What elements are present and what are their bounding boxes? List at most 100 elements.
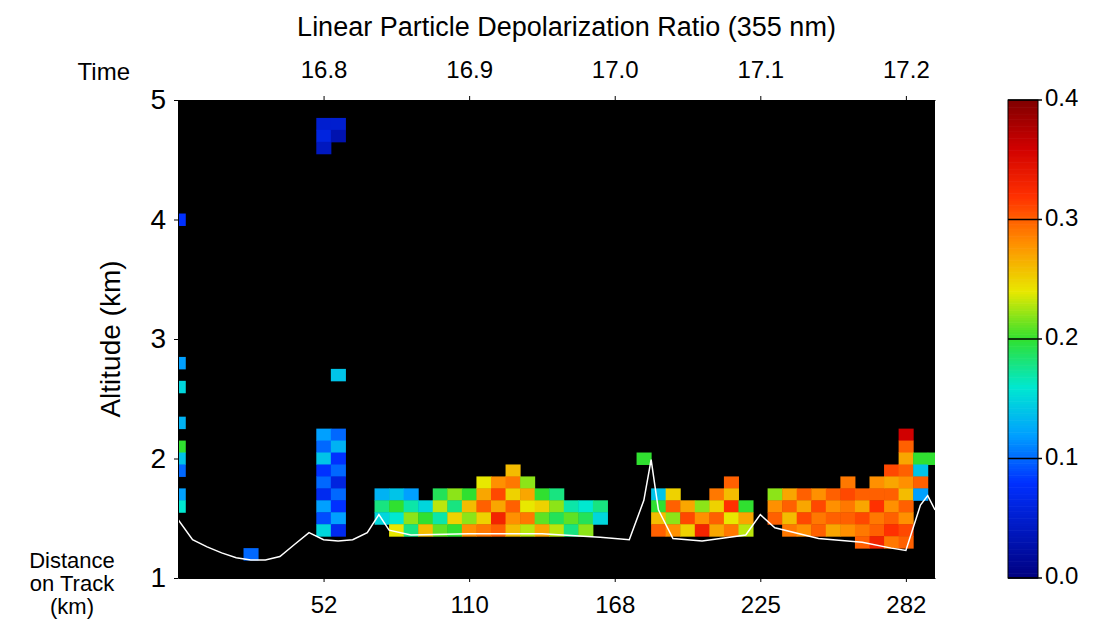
cell [855, 524, 870, 536]
cell [506, 476, 521, 488]
axis-line [179, 578, 936, 579]
cell [462, 500, 477, 512]
cell [899, 476, 914, 488]
cell [506, 464, 521, 476]
cell [782, 488, 797, 500]
title: Linear Particle Depolarization Ratio (35… [297, 12, 836, 42]
cell [811, 524, 826, 536]
cell [316, 453, 331, 465]
colorbar-tick [1008, 338, 1042, 340]
tick-label: 5 [150, 84, 166, 115]
cell [855, 512, 870, 524]
cell [768, 500, 783, 512]
cell [884, 512, 899, 524]
cell [178, 464, 186, 476]
colorbar-label: 0.0 [1045, 562, 1078, 589]
cell [724, 476, 739, 488]
tick-mark [174, 100, 178, 101]
cell [709, 500, 724, 512]
cell [506, 512, 521, 524]
cell [884, 524, 899, 536]
cell [520, 488, 535, 500]
cell [178, 417, 186, 429]
cell [476, 524, 491, 536]
tick-label: 17.0 [592, 56, 639, 83]
cell [520, 500, 535, 512]
colorbar-label: 0.3 [1045, 204, 1078, 231]
cell [520, 512, 535, 524]
cell [782, 500, 797, 512]
x-axis-title: Time [78, 58, 130, 85]
cell [666, 512, 681, 524]
cell [316, 142, 331, 154]
cell [840, 488, 855, 500]
cell [389, 500, 404, 512]
cell [913, 476, 928, 488]
x-axis-top: 16.816.917.017.117.2 [179, 56, 936, 101]
cell [797, 512, 812, 524]
cell [666, 500, 681, 512]
cell [724, 488, 739, 500]
axis-line [179, 100, 936, 101]
colorbar-label: 0.4 [1045, 84, 1078, 111]
cell [316, 441, 331, 453]
cell [476, 512, 491, 524]
cell [738, 500, 753, 512]
cell [593, 512, 608, 524]
cell [899, 441, 914, 453]
tick: 110 [451, 578, 489, 618]
x2-axis-title: Distanceon Track(km) [29, 548, 115, 619]
cell [404, 500, 419, 512]
cell [884, 488, 899, 500]
colorbar-label: 0.1 [1045, 443, 1078, 470]
cell [797, 488, 812, 500]
tick-label: 1 [150, 562, 166, 593]
cell [535, 512, 550, 524]
cell [680, 500, 695, 512]
cell [884, 476, 899, 488]
colorbar-frame [1008, 100, 1038, 578]
colorbar-tick [1008, 219, 1042, 221]
cell [564, 512, 579, 524]
cell [666, 524, 681, 536]
tick-label: 282 [886, 591, 926, 618]
chart: 16.816.917.017.117.25211016822528212345L… [0, 0, 1102, 634]
cell [331, 500, 346, 512]
cell [695, 500, 710, 512]
tick-label: 168 [595, 591, 635, 618]
tick-label: 52 [311, 591, 338, 618]
tick: 225 [741, 578, 781, 618]
tick-label: 17.2 [883, 56, 930, 83]
tick: 3 [150, 323, 178, 354]
cell [375, 500, 390, 512]
cell [840, 476, 855, 488]
cell [331, 524, 346, 536]
cell [709, 488, 724, 500]
cell [680, 512, 695, 524]
cell [433, 488, 448, 500]
cell [578, 524, 593, 536]
colorbar-tick [1008, 458, 1042, 460]
cell [637, 453, 652, 465]
cell [331, 441, 346, 453]
cell [826, 488, 841, 500]
cell [178, 488, 186, 500]
cell [375, 488, 390, 500]
cell [316, 524, 331, 536]
tick-label: 16.9 [446, 56, 493, 83]
tick: 16.9 [446, 56, 493, 100]
y-axis-title: Altitude (km) [95, 260, 126, 417]
cell [855, 488, 870, 500]
cell [709, 524, 724, 536]
cell [666, 488, 681, 500]
cell [331, 453, 346, 465]
cell [811, 500, 826, 512]
cell [549, 500, 564, 512]
tick-label: 4 [150, 204, 166, 235]
tick: 17.1 [737, 56, 784, 100]
cell [768, 488, 783, 500]
tick-label: 3 [150, 323, 166, 354]
cell [564, 500, 579, 512]
cell [331, 369, 346, 381]
cell [491, 524, 506, 536]
